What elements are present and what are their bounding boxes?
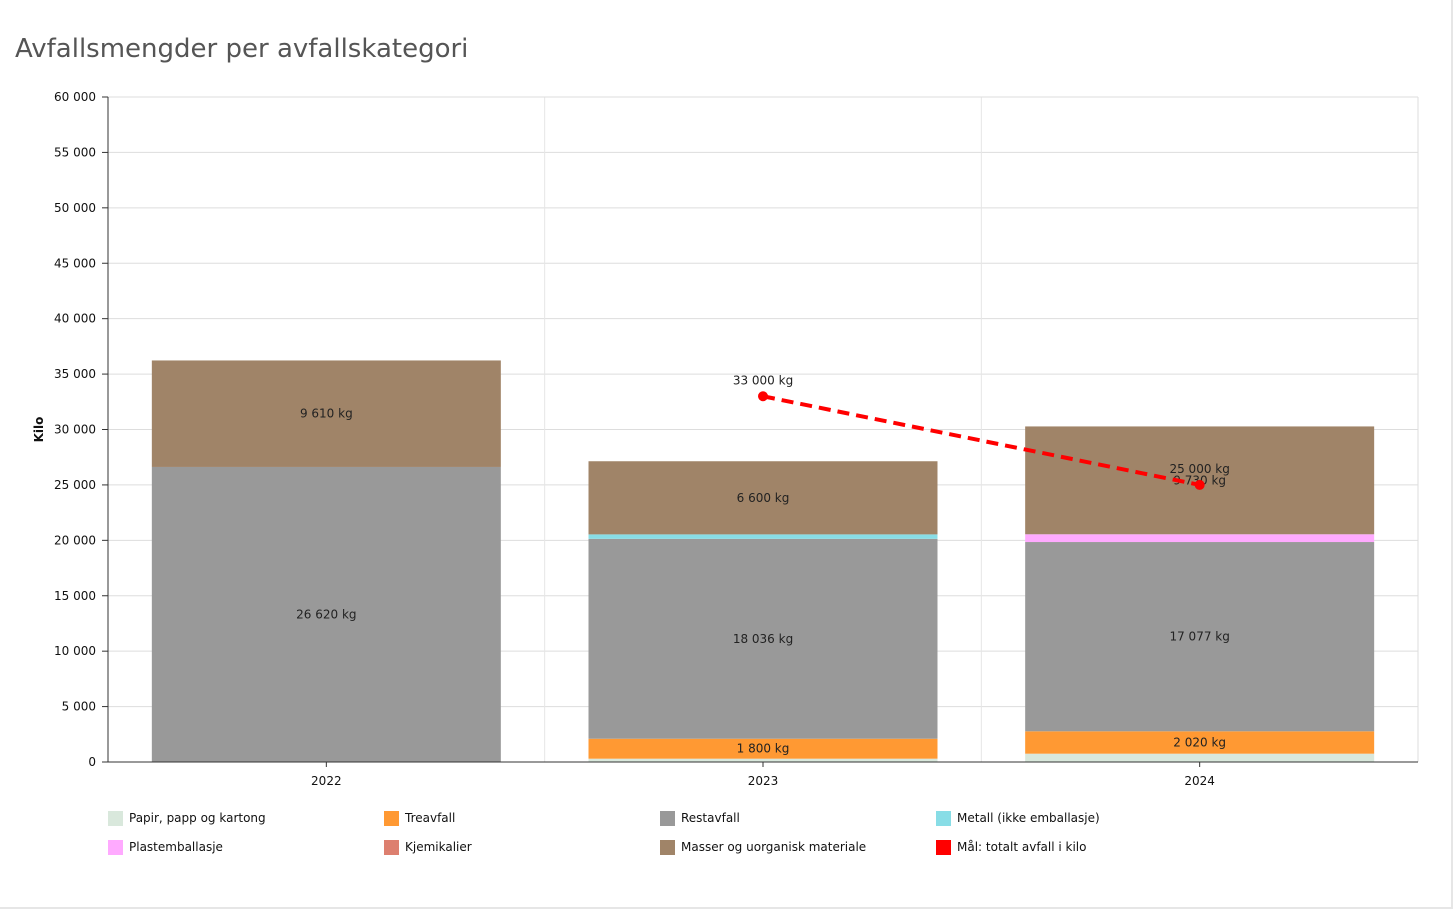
y-tick-label: 10 000 <box>54 644 96 658</box>
legend-label: Masser og uorganisk materiale <box>681 840 867 854</box>
y-tick-label: 0 <box>88 755 96 769</box>
legend-swatch <box>936 839 951 855</box>
target-data-label: 25 000 kg <box>1169 462 1229 476</box>
legend-label: Kjemikalier <box>405 840 472 854</box>
bar-segment[interactable] <box>1025 534 1375 543</box>
bar-segment[interactable] <box>1025 753 1375 762</box>
legend-swatch <box>108 839 123 855</box>
bar-segment[interactable] <box>588 461 938 535</box>
y-tick-label: 40 000 <box>54 312 96 326</box>
legend-swatch <box>660 839 675 855</box>
legend-label: Metall (ikke emballasje) <box>957 811 1100 825</box>
y-tick-label: 15 000 <box>54 589 96 603</box>
legend-item[interactable]: Kjemikalier <box>384 837 472 857</box>
legend-item[interactable]: Metall (ikke emballasje) <box>936 808 1100 828</box>
legend-item[interactable]: Restavfall <box>660 808 740 828</box>
bar-data-label: 6 600 kg <box>737 491 790 505</box>
y-tick-label: 5 000 <box>62 700 96 714</box>
y-tick-label: 50 000 <box>54 201 96 215</box>
x-tick-label: 2023 <box>748 774 779 788</box>
x-tick-label: 2024 <box>1184 774 1215 788</box>
bar-segment[interactable] <box>151 466 501 762</box>
y-tick-label: 60 000 <box>54 90 96 104</box>
bar-data-label: 26 620 kg <box>296 607 356 621</box>
target-point[interactable] <box>1194 479 1205 490</box>
bar-segment[interactable] <box>588 534 938 539</box>
target-data-label: 33 000 kg <box>733 373 793 387</box>
bar-segment[interactable] <box>1025 731 1375 754</box>
target-point[interactable] <box>758 391 768 402</box>
bar-data-label: 18 036 kg <box>733 632 793 646</box>
bar-segment[interactable] <box>588 758 938 762</box>
legend-item[interactable]: Treavfall <box>384 808 455 828</box>
bar-segment[interactable] <box>151 360 501 467</box>
legend-label: Plastemballasje <box>129 840 223 854</box>
legend-item[interactable]: Masser og uorganisk materiale <box>660 837 866 857</box>
legend-label: Papir, papp og kartong <box>129 811 266 825</box>
bar-data-label: 9 610 kg <box>300 407 353 421</box>
y-tick-label: 30 000 <box>54 423 96 437</box>
bar-data-label: 2 020 kg <box>1173 735 1226 749</box>
legend-label: Restavfall <box>681 811 740 825</box>
bar-data-label: 17 077 kg <box>1169 630 1229 644</box>
legend-swatch <box>384 839 399 855</box>
chart-title: Avfallsmengder per avfallskategori <box>15 34 469 64</box>
bar-data-label: 1 800 kg <box>737 742 790 756</box>
bar-segment[interactable] <box>588 738 938 759</box>
legend-swatch <box>384 810 399 826</box>
x-tick-label: 2022 <box>311 774 342 788</box>
y-tick-label: 55 000 <box>54 145 96 159</box>
legend-swatch <box>936 810 951 826</box>
legend-swatch <box>108 810 123 826</box>
legend-label: Mål: totalt avfall i kilo <box>957 840 1087 854</box>
y-tick-label: 25 000 <box>54 478 96 492</box>
legend-label: Treavfall <box>405 811 456 825</box>
legend-swatch <box>660 810 675 826</box>
bar-segment[interactable] <box>1025 542 1375 732</box>
y-axis-label: Kilo <box>32 417 46 443</box>
legend-item[interactable]: Mål: totalt avfall i kilo <box>936 837 1086 857</box>
legend-item[interactable]: Plastemballasje <box>108 837 223 857</box>
target-line[interactable] <box>762 394 1201 487</box>
legend-item[interactable]: Papir, papp og kartong <box>108 808 266 828</box>
bar-segment[interactable] <box>588 538 938 739</box>
y-tick-label: 45 000 <box>54 256 96 270</box>
y-tick-label: 35 000 <box>54 367 96 381</box>
y-tick-label: 20 000 <box>54 533 96 547</box>
